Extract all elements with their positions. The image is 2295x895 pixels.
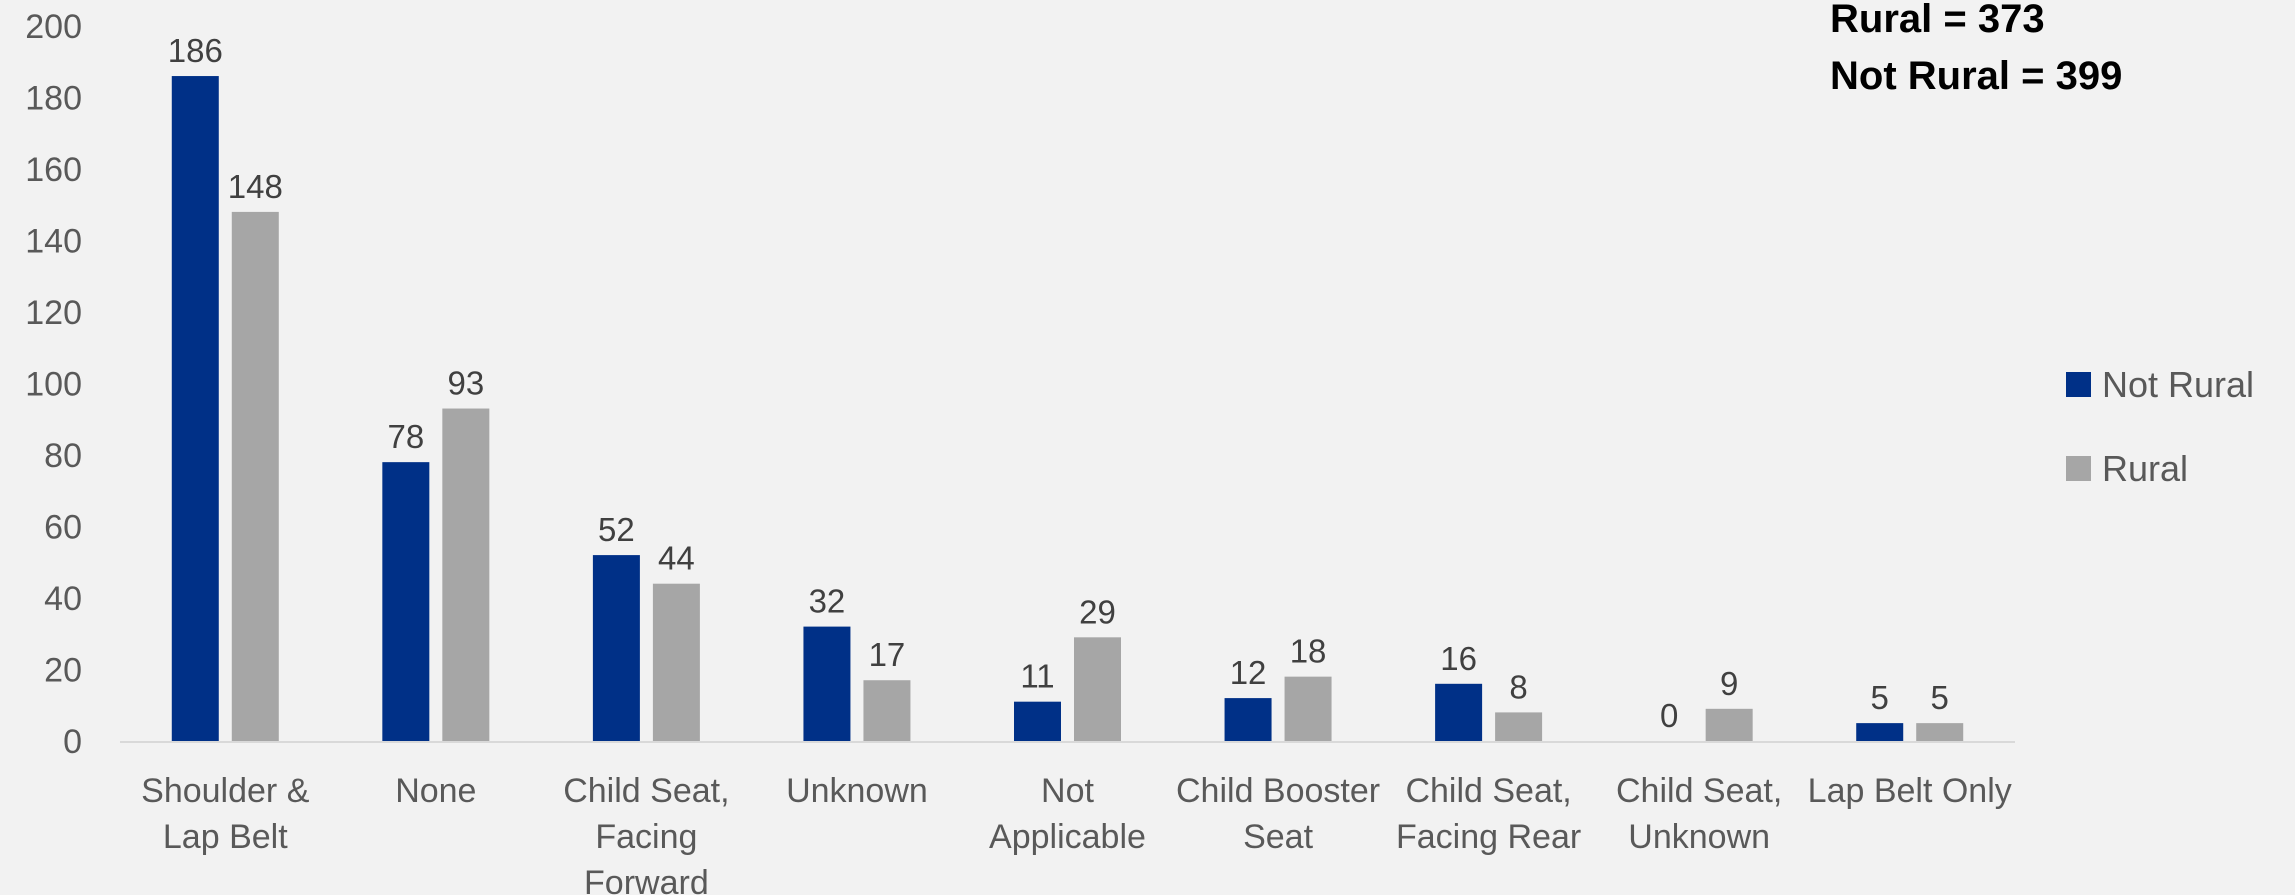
bar-rural [1916,723,1964,741]
y-tick-label: 180 [25,80,82,118]
y-tick-label: 200 [25,8,82,46]
data-label: 44 [658,540,695,577]
data-label: 11 [1020,658,1054,695]
x-category-label: None [395,772,476,810]
x-category-label: Child Booster Seat [1176,772,1380,856]
y-tick-label: 80 [44,437,82,475]
y-tick-label: 120 [25,294,82,332]
y-tick-label: 60 [44,509,82,547]
bar-rural [863,680,911,741]
bar-not-rural [592,555,640,741]
data-label: 8 [1509,668,1527,705]
category-labels: Shoulder & Lap Belt None Child Seat, Facing F… [141,772,2012,895]
data-label: 9 [1720,665,1738,702]
y-tick-label: 20 [44,652,82,690]
data-labels: 186 148 78 93 52 44 32 17 11 29 12 18 16 8 0 9 5 5 [168,32,1949,734]
legend-label: Not Rural [2102,364,2254,405]
data-label: 29 [1079,593,1116,630]
data-label: 5 [1871,679,1889,716]
data-label: 16 [1440,640,1477,677]
data-label: 5 [1931,679,1949,716]
data-label: 12 [1230,654,1267,691]
annotation-text: Rural = 373 [1830,0,2045,41]
data-label: 18 [1290,633,1327,670]
data-label: 78 [387,418,424,455]
y-axis: 0 20 40 60 80 100 120 140 160 180 200 [25,8,82,761]
y-tick-label: 100 [25,366,82,404]
data-label: 93 [447,365,484,402]
x-category-label: Unknown [786,772,928,810]
legend-swatch [2066,456,2091,481]
legend-label: Rural [2102,448,2188,489]
x-category-label: Lap Belt Only [1808,772,2012,810]
data-label: 52 [598,511,635,548]
bars [171,76,1964,742]
bar-not-rural [382,462,430,741]
bar-rural [652,583,700,741]
legend: Not Rural Rural [2066,364,2254,489]
bar-rural [442,408,490,741]
annotation-text: Not Rural = 399 [1830,54,2122,98]
x-category-label: Not Applicable [989,772,1146,856]
x-category-label: Child Seat, Facing Rear [1396,772,1581,856]
data-label: 186 [168,32,223,69]
y-tick-label: 140 [25,223,82,261]
y-tick-label: 40 [44,580,82,618]
bar-rural [1074,637,1121,741]
y-tick-label: 160 [25,151,82,189]
x-category-label: Child Seat, Unknown [1616,772,1782,856]
bar-not-rural [803,626,851,741]
bar-not-rural [1224,698,1272,741]
data-label: 17 [869,636,906,673]
bar-rural [1495,712,1543,741]
x-category-label: Child Seat, Facing Forward [563,772,729,895]
bar-rural [1284,676,1332,741]
bar-not-rural [1435,683,1483,741]
y-tick-label: 0 [63,723,82,761]
legend-swatch [2066,372,2091,397]
bar-not-rural [171,76,219,742]
bar-not-rural [1856,723,1904,741]
bar-rural [231,211,279,741]
bar-not-rural [1014,701,1061,741]
x-category-label: Shoulder & Lap Belt [141,772,310,856]
data-label: 0 [1660,697,1678,734]
totals-annotation: Rural = 373 Not Rural = 399 [1830,0,2122,98]
bar-rural [1705,708,1753,741]
data-label: 148 [228,168,283,205]
data-label: 32 [809,583,846,620]
